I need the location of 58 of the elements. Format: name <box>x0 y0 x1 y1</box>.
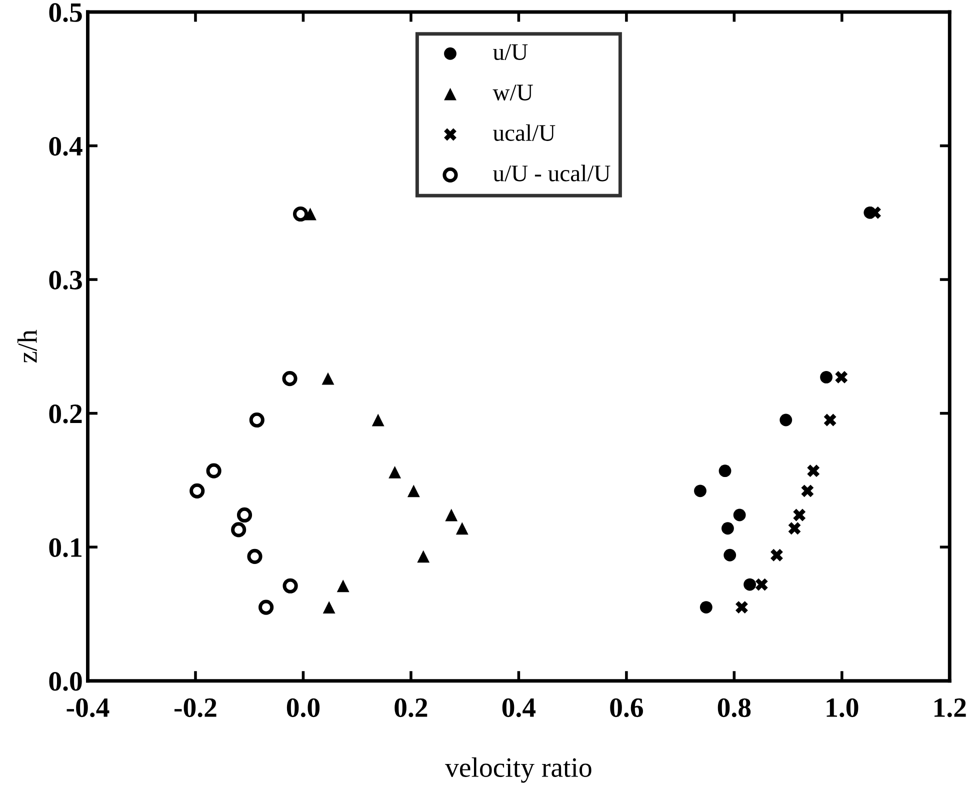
point <box>456 522 468 535</box>
x-tick-label: 1.0 <box>826 698 858 718</box>
point <box>807 464 820 478</box>
x-tick-label: -0.2 <box>174 698 216 718</box>
point <box>372 414 384 426</box>
point <box>722 522 734 535</box>
legend-label: u/U - ucal/U <box>493 164 610 182</box>
legend-label: u/U <box>493 44 528 60</box>
x-axis-title: velocity ratio <box>445 757 592 783</box>
point <box>388 466 402 478</box>
point <box>736 601 748 614</box>
point <box>282 578 298 594</box>
point <box>718 464 732 478</box>
point <box>755 578 768 591</box>
point <box>793 508 806 522</box>
point <box>249 412 264 428</box>
y-tick-label: 0.0 <box>49 672 82 691</box>
point <box>247 548 262 564</box>
point <box>820 370 832 384</box>
point <box>694 484 706 498</box>
point <box>724 548 736 562</box>
point <box>780 414 792 426</box>
point <box>190 483 205 498</box>
point <box>744 578 756 591</box>
y-tick-label: 0.5 <box>49 3 82 22</box>
y-axis-title: z/h <box>17 330 37 363</box>
x-tick-label: 0.6 <box>610 698 643 718</box>
point <box>407 484 420 498</box>
x-tick-label: 0.8 <box>718 698 751 718</box>
y-tick-label: 0.4 <box>49 136 82 156</box>
legend-label: w/U <box>492 84 533 101</box>
point <box>733 508 746 522</box>
point <box>322 601 336 614</box>
point <box>835 370 848 384</box>
point <box>282 370 298 386</box>
x-tick-label: 0.0 <box>286 698 320 718</box>
point <box>206 463 222 478</box>
point <box>700 601 712 614</box>
point <box>231 522 246 538</box>
point <box>292 206 308 222</box>
x-tick-label: 1.2 <box>934 698 966 718</box>
point <box>258 600 274 615</box>
x-tick-label: -0.4 <box>66 698 110 718</box>
point <box>445 508 458 522</box>
point <box>770 548 783 562</box>
point <box>417 550 430 563</box>
x-tick-label: 0.2 <box>394 698 428 718</box>
x-tick-label: 0.4 <box>502 698 536 718</box>
point <box>336 580 350 592</box>
y-tick-label: 0.2 <box>49 404 82 424</box>
point <box>824 414 836 426</box>
point <box>801 484 814 498</box>
point <box>322 372 334 385</box>
y-tick-label: 0.1 <box>49 538 82 558</box>
point <box>788 522 801 535</box>
point <box>236 507 252 523</box>
y-tick-label: 0.3 <box>49 270 82 290</box>
legend-label: ucal/U <box>493 124 556 141</box>
